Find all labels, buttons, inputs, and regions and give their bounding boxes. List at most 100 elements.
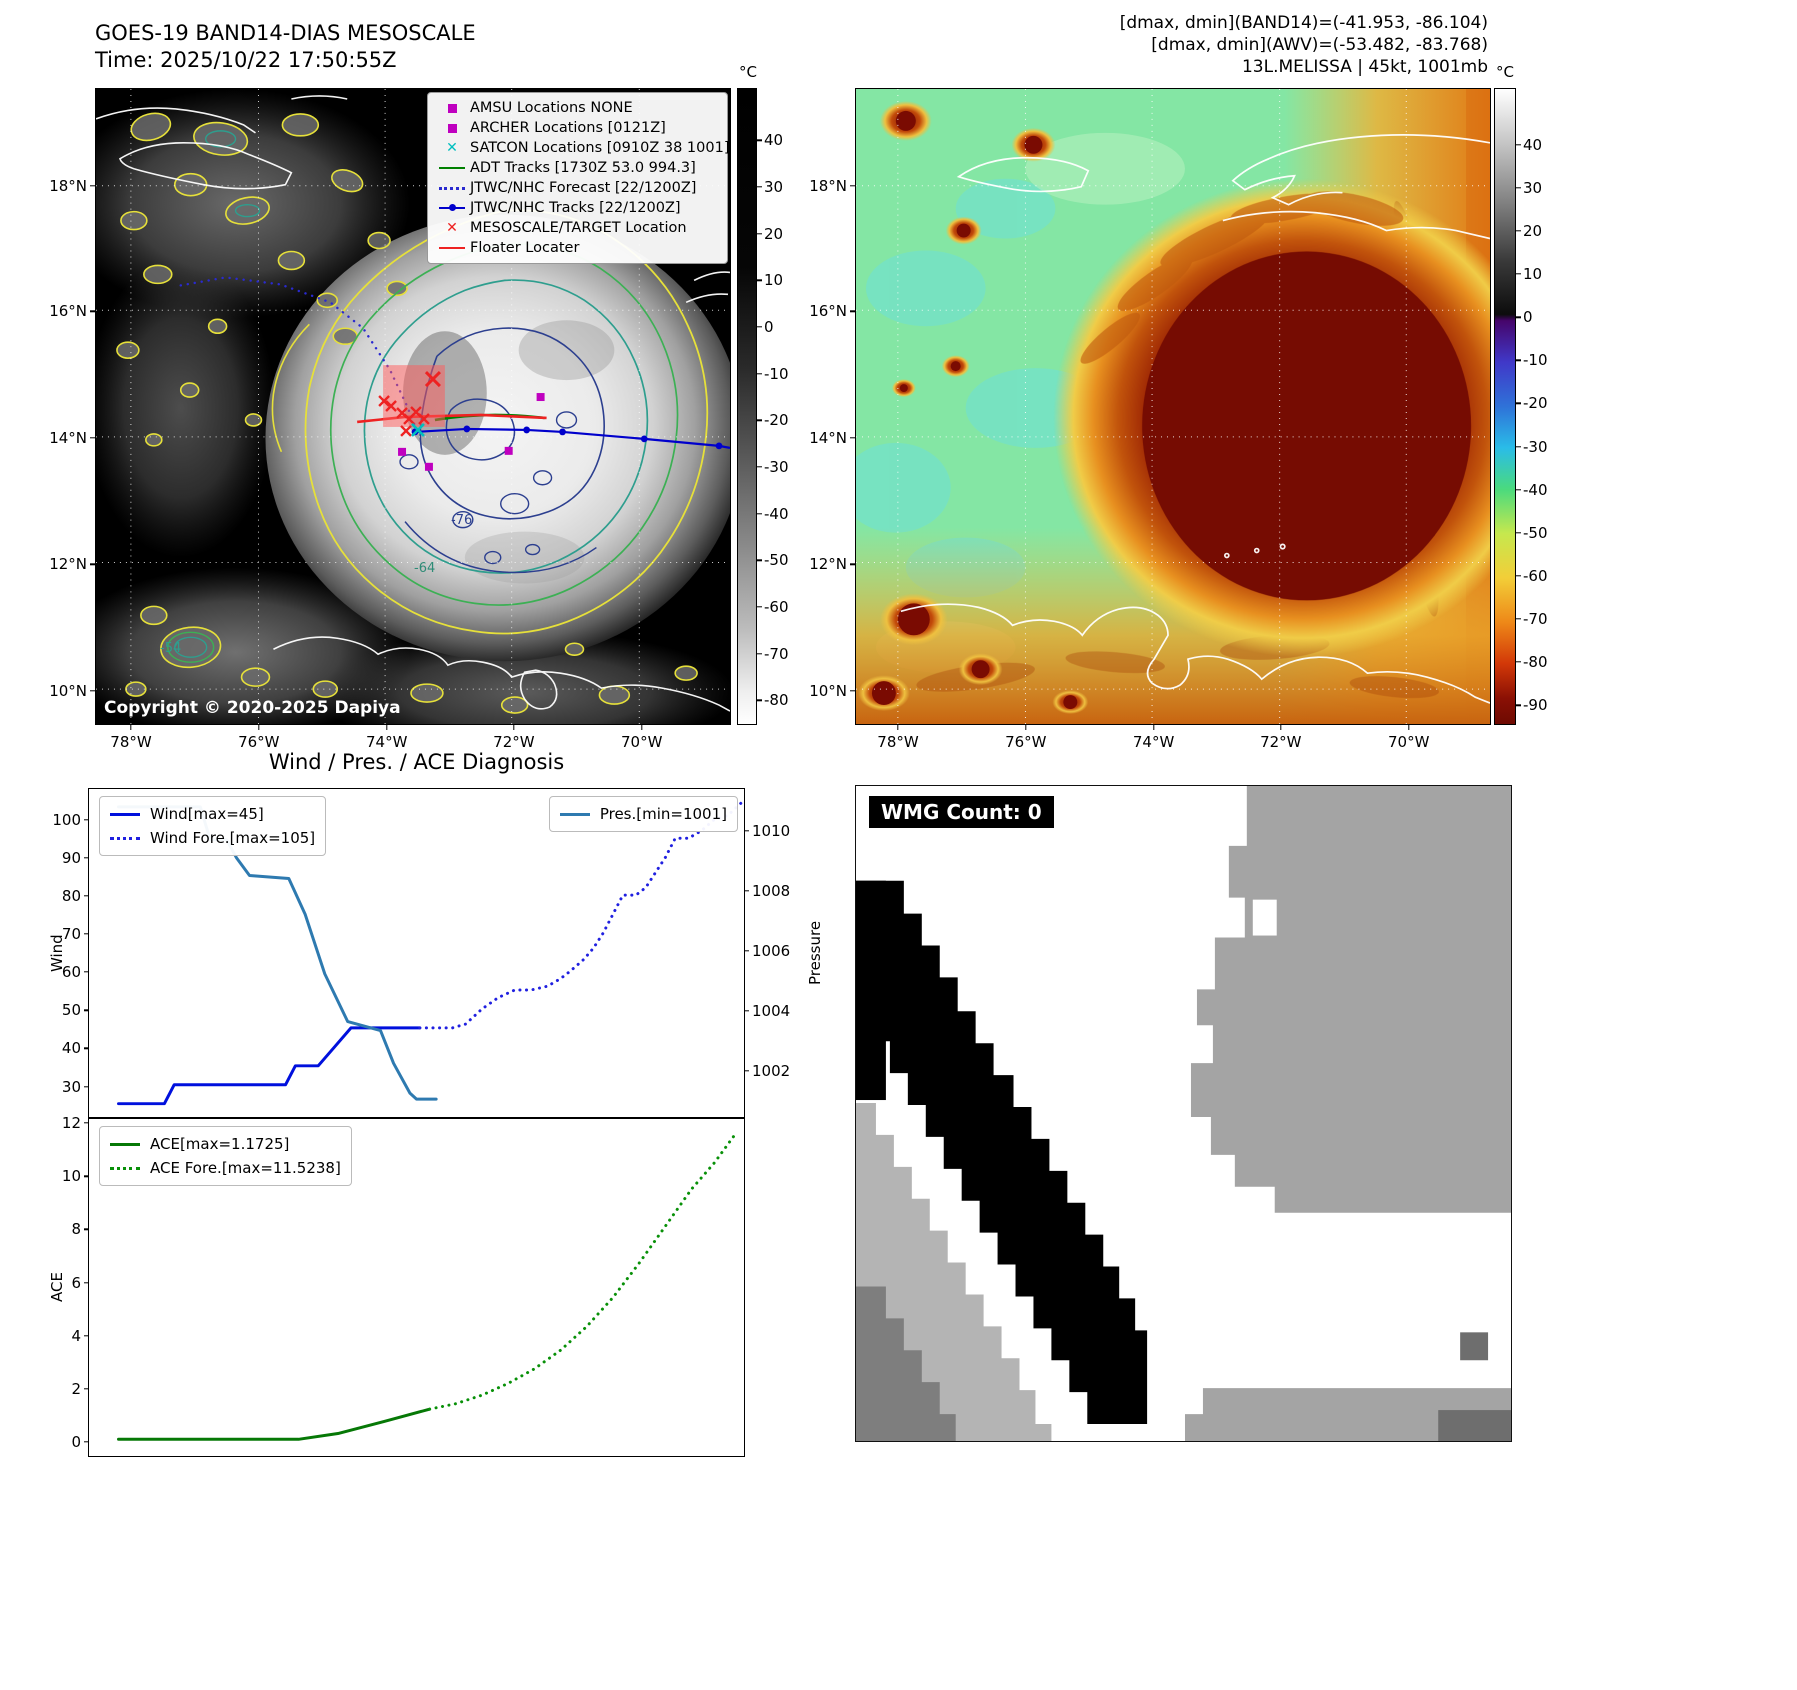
tick-mark — [850, 185, 856, 187]
tick-mark — [757, 652, 762, 655]
tick-mark — [1516, 230, 1521, 232]
ir-map-panel: AMSU Locations NONE ARCHER Locations [012… — [49, 88, 731, 751]
blue-dotted-icon — [439, 186, 465, 190]
wmg-panel: WMG Count: 0 — [855, 785, 1512, 1442]
y-tick-label: 1006 — [752, 942, 791, 960]
awv-satellite-image — [856, 89, 1490, 724]
wind-line — [117, 1026, 422, 1106]
y-tick-label: 1010 — [752, 822, 791, 840]
tick-mark — [90, 563, 96, 565]
colorbar-tick-label: 0 — [1523, 308, 1533, 327]
y-tick-label: 1002 — [752, 1062, 791, 1080]
red-x-icon: ✕ — [446, 220, 458, 236]
chart-legend-item: Pres.[min=1001] — [559, 802, 727, 826]
chart-legend-label: ACE Fore.[max=11.5238] — [150, 1159, 341, 1177]
lat-tick-label: 12°N — [49, 555, 87, 574]
tick-mark — [84, 1009, 89, 1011]
y-tick-label: 50 — [61, 1001, 81, 1020]
tick-mark — [84, 1334, 89, 1337]
colorbar-tick-label: -40 — [764, 504, 789, 523]
tick-mark — [1516, 488, 1521, 491]
tick-mark — [1407, 724, 1410, 730]
lat-tick-label: 14°N — [809, 429, 847, 448]
tick-mark — [84, 1047, 89, 1050]
lat-tick-label: 14°N — [49, 429, 87, 448]
colorbar-tick-label: -60 — [764, 597, 789, 616]
ir-map-legend: AMSU Locations NONE ARCHER Locations [012… — [427, 92, 730, 264]
chart-legend-label: Wind[max=45] — [150, 805, 264, 823]
tick-mark — [757, 466, 762, 468]
tick-mark — [757, 326, 762, 328]
tick-mark — [90, 690, 96, 692]
cyan-x-icon: ✕ — [446, 140, 458, 156]
archer-square-markers — [398, 393, 545, 471]
y-tick-label: 2 — [71, 1379, 81, 1398]
colorbar-tick-label: -60 — [1523, 566, 1548, 585]
copyright-label: Copyright © 2020-2025 Dapiya — [104, 698, 401, 718]
line-icon — [110, 812, 140, 816]
chart-legend: Pres.[min=1001] — [548, 796, 738, 832]
y-tick-label: 60 — [61, 963, 81, 982]
tick-mark — [90, 437, 96, 439]
tick-mark — [744, 1010, 749, 1012]
tick-mark — [744, 950, 749, 952]
tick-mark — [130, 724, 132, 730]
tick-mark — [1516, 316, 1521, 318]
y-tick-label: 10 — [61, 1167, 81, 1186]
lon-tick-label: 72°W — [493, 733, 535, 751]
tick-mark — [1516, 704, 1521, 706]
legend-label: AMSU Locations NONE — [470, 100, 633, 116]
storm-contours — [271, 209, 709, 635]
chart-legend: ACE[max=1.1725] ACE Fore.[max=11.5238] — [99, 1126, 352, 1186]
y-tick-label: 1008 — [752, 882, 791, 900]
red-line-icon — [439, 247, 465, 249]
y-tick-label: 8 — [71, 1220, 81, 1239]
tick-mark — [744, 1070, 749, 1072]
coastlines — [900, 134, 1490, 704]
lat-tick-label: 16°N — [49, 302, 87, 321]
tick-mark — [757, 699, 762, 701]
colorbar-tick-label: -20 — [1523, 394, 1548, 413]
legend-label: SATCON Locations [0910Z 38 1001] — [470, 140, 730, 156]
awv-map-panel: 18°N 16°N 14°N 12°N 10°N 78°W 76°W 74°W 72°W 70°W — [809, 88, 1491, 751]
wind-axis-label: Wind — [48, 934, 66, 972]
dmax-dmin-awv: [dmax, dmin](AWV)=(-53.482, -83.768) — [1151, 35, 1488, 55]
colorbar-tick-label: -80 — [764, 691, 789, 710]
tick-mark — [84, 895, 89, 897]
colorbar-tick-label: -90 — [1523, 696, 1548, 715]
colorbar-tick-label: -80 — [1523, 653, 1548, 672]
legend-item: JTWC/NHC Forecast [22/1200Z] — [434, 178, 721, 198]
lon-tick-label: 74°W — [1132, 733, 1175, 751]
lon-tick-label: 74°W — [365, 733, 408, 751]
tick-mark — [84, 933, 89, 935]
colorbar-tick-label: 40 — [764, 131, 784, 150]
storm-id-intensity: 13L.MELISSA | 45kt, 1001mb — [1241, 57, 1488, 77]
lon-tick-label: 76°W — [1005, 733, 1047, 751]
tick-mark — [757, 232, 762, 235]
colorbar-tick-label: 20 — [1523, 221, 1543, 240]
y-tick-label: 80 — [61, 886, 81, 905]
colorbar-unit-label: °C — [1496, 63, 1514, 81]
ir-colorbar-gradient — [737, 88, 757, 725]
diagnosis-panel: Wind / Pres. / ACE Diagnosis Wind Pressu… — [40, 748, 845, 1478]
dmax-dmin-band14: [dmax, dmin](BAND14)=(-41.953, -86.104) — [1119, 13, 1488, 33]
legend-label: Floater Locater — [470, 240, 580, 256]
cold-spots — [857, 100, 1089, 715]
colorbar-tick-label: 20 — [764, 224, 784, 243]
colorbar-tick-label: 30 — [764, 177, 784, 196]
y-tick-label: 70 — [61, 925, 81, 943]
colorbar-tick-label: 10 — [764, 271, 784, 290]
colorbar-tick-label: -10 — [764, 364, 789, 383]
line-icon — [110, 1142, 140, 1146]
tick-mark — [1516, 618, 1521, 620]
tick-mark — [84, 1388, 89, 1390]
tick-mark — [84, 1085, 89, 1088]
pressure-axis-label: Pressure — [806, 920, 824, 986]
colorbar-tick-label: 10 — [1523, 265, 1543, 284]
tick-mark — [757, 186, 762, 188]
tick-mark — [1516, 445, 1521, 448]
lon-tick-label: 70°W — [620, 733, 663, 751]
colorbar-tick-label: 30 — [1523, 178, 1543, 197]
tick-mark — [84, 1122, 89, 1124]
tick-mark — [84, 1228, 89, 1230]
